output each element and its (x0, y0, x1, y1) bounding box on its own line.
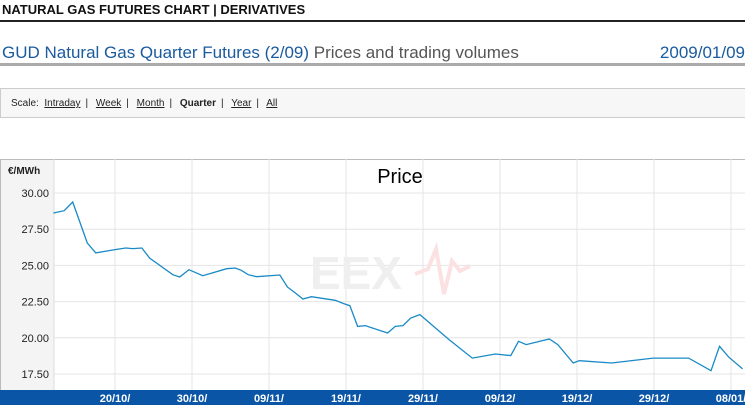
y-tick-label: 25.00 (21, 260, 49, 272)
scale-all-link[interactable]: All (266, 98, 278, 109)
x-tick-label: 08/01/ (716, 393, 745, 405)
scale-bar: Scale: Intraday | Week | Month | Quarter | Y… (0, 88, 745, 118)
x-tick-label: 29/11/ (408, 393, 438, 405)
scale-quarter-selected[interactable]: Quarter (179, 98, 216, 109)
scale-year-link[interactable]: Year (231, 98, 252, 109)
y-tick-label: 17.50 (21, 369, 49, 381)
scale-month-link[interactable]: Month (136, 98, 165, 109)
x-tick-label: 30/10/ (177, 393, 208, 405)
y-axis-label: €/MWh (8, 166, 40, 177)
title-suffix: Prices and trading volumes (309, 43, 519, 62)
x-tick-label: 09/11/ (254, 393, 284, 405)
x-tick-label: 09/12/ (485, 393, 516, 405)
price-chart: 30.00 27.50 25.00 22.50 20.00 17.50 €/MWh EEX Pr… (0, 159, 745, 405)
chart-title: Price (377, 166, 423, 188)
page-header-title: NATURAL GAS FUTURES CHART | DERIVATIVES (2, 2, 306, 17)
product-name: GUD Natural Gas Quarter Futures (2/09) (2, 43, 310, 62)
y-axis-panel (0, 159, 54, 390)
page-title: GUD Natural Gas Quarter Futures (2/09) P… (2, 43, 519, 63)
x-tick-label: 19/11/ (331, 393, 361, 405)
y-tick-label: 27.50 (21, 224, 49, 236)
x-tick-label: 19/12/ (562, 393, 593, 405)
eex-watermark-logo: EEX (310, 247, 402, 299)
header-divider (0, 20, 745, 22)
y-tick-label: 20.00 (21, 333, 49, 345)
x-tick-label: 29/12/ (639, 393, 670, 405)
scale-week-link[interactable]: Week (95, 98, 122, 109)
title-divider (0, 63, 745, 66)
x-axis-band (0, 390, 745, 405)
y-tick-label: 30.00 (21, 188, 49, 200)
trade-date: 2009/01/09 (659, 43, 745, 62)
y-tick-label: 22.50 (21, 297, 49, 309)
price-line (53, 200, 744, 372)
watermark-pulse-icon (414, 241, 471, 295)
scale-label: Scale: (11, 98, 39, 109)
scale-intraday-link[interactable]: Intraday (44, 98, 81, 109)
x-tick-label: 20/10/ (100, 393, 131, 405)
